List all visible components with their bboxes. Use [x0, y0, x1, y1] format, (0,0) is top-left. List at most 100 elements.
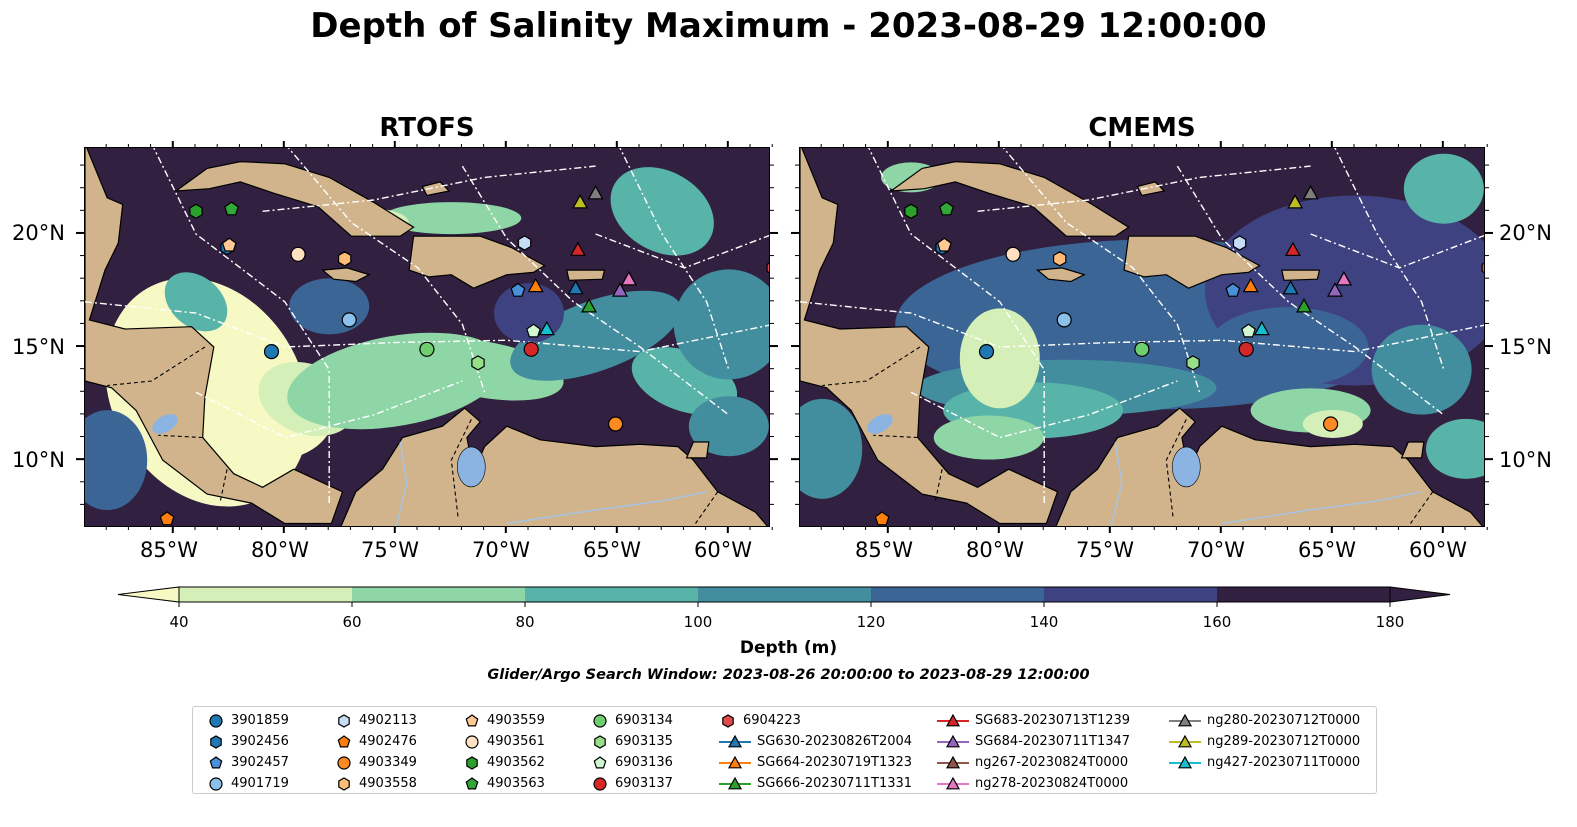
- legend-item: 6903135: [589, 731, 673, 752]
- legend-marker-triangle-icon: [1169, 713, 1201, 726]
- legend-marker-hexagon-icon: [210, 734, 222, 749]
- legend-label: 3901859: [231, 713, 289, 728]
- obs-marker-sg666-20230711t1331: [580, 298, 598, 313]
- land-polygon: [1055, 407, 1484, 526]
- ocean-field-patch: [959, 308, 1040, 409]
- ocean-field-patch: [381, 202, 522, 235]
- legend-marker-circle-icon: [593, 776, 607, 791]
- legend-item: 6903134: [589, 710, 673, 731]
- legend-item: 4903562: [461, 752, 545, 773]
- map-cmems[interactable]: [799, 147, 1485, 527]
- legend-item: 3902457: [205, 752, 289, 773]
- land-polygon: [1400, 441, 1425, 459]
- land-polygon: [173, 160, 415, 237]
- legend-item: ng280-20230712T0000: [1167, 710, 1360, 731]
- legend-marker-circle-icon: [209, 713, 223, 728]
- legend-item: SG684-20230711T1347: [935, 731, 1130, 752]
- obs-marker-ng278-20230824t0000: [620, 270, 637, 286]
- land-polygon: [1123, 235, 1261, 289]
- legend-item: SG664-20230719T1323: [717, 752, 912, 773]
- obs-marker-4903563: [939, 201, 954, 216]
- legend-marker-triangle-icon: [719, 776, 751, 789]
- obs-marker-4901719: [1056, 312, 1072, 328]
- eez-boundary: [910, 380, 1178, 439]
- colorbar-tick-100: 100: [683, 613, 713, 631]
- legend-item: 4902476: [333, 731, 417, 752]
- legend-item: SG630-20230826T2004: [717, 731, 912, 752]
- eez-boundary: [195, 380, 463, 439]
- legend-item: 4902113: [333, 710, 417, 731]
- colorbar-tick-60: 60: [342, 613, 362, 631]
- legend-item: 4903559: [461, 710, 545, 731]
- lat-label-15n-right: 15°N: [1499, 335, 1552, 359]
- legend-marker-triangle-icon: [937, 734, 969, 747]
- eez-boundary: [800, 301, 1484, 353]
- obs-marker-6903137: [1238, 341, 1254, 357]
- colorbar-label: Depth (m): [739, 638, 838, 658]
- country-border: [107, 346, 206, 387]
- ocean-field-patch: [933, 415, 1044, 460]
- country-border: [873, 434, 918, 439]
- panel-title-rtofs: RTOFS: [379, 113, 475, 143]
- lon-label-65w-right: 65°W: [1298, 538, 1356, 562]
- ocean-field-patch: [610, 167, 714, 256]
- legend-label: 6904223: [743, 713, 801, 728]
- colorbar-tick-160: 160: [1202, 613, 1232, 631]
- map-rtofs-canvas: [85, 148, 769, 526]
- obs-marker-ng289-20230712t0000: [1287, 194, 1304, 209]
- legend-marker-hexagon-icon: [338, 776, 350, 791]
- legend-label: 4902113: [359, 713, 417, 728]
- legend-item: ng427-20230711T0000: [1167, 752, 1360, 773]
- country-border: [1165, 419, 1187, 517]
- legend-item: ng278-20230824T0000: [935, 773, 1128, 794]
- legend-item: 4901719: [205, 773, 289, 794]
- colorbar-tick-80: 80: [515, 613, 535, 631]
- legend-item: ng289-20230712T0000: [1167, 731, 1360, 752]
- obs-marker-6903137: [523, 341, 539, 357]
- legend-label: SG630-20230826T2004: [757, 734, 913, 749]
- colorbar-segment: [1217, 587, 1390, 602]
- panel-title-cmems: CMEMS: [1088, 113, 1196, 143]
- legend-label: 4903562: [487, 755, 545, 770]
- colorbar-segment: [179, 587, 352, 602]
- axis-ticks: [76, 141, 1493, 533]
- legend-marker-hexagon-icon: [466, 755, 478, 770]
- lon-label-75w-left: 75°W: [361, 538, 419, 562]
- obs-marker-6903135: [1186, 355, 1200, 371]
- country-border: [450, 419, 472, 517]
- obs-marker-6903134: [419, 341, 435, 357]
- eez-boundary: [977, 165, 1311, 212]
- obs-marker-4903558: [338, 251, 352, 267]
- legend: 3901859 3902456 3902457 4901719 4902113 49024…: [192, 706, 1377, 794]
- legend-item: SG666-20230711T1331: [717, 773, 912, 794]
- legend-marker-triangle-icon: [1169, 755, 1201, 768]
- ocean-field-patch: [800, 398, 863, 499]
- eez-boundary: [153, 148, 330, 506]
- legend-marker-circle-icon: [465, 734, 479, 749]
- legend-item: 3902456: [205, 731, 289, 752]
- country-border: [822, 346, 921, 387]
- lon-label-80w-left: 80°W: [251, 538, 309, 562]
- legend-item: 6904223: [717, 710, 801, 731]
- map-rtofs[interactable]: [84, 147, 770, 527]
- country-border: [158, 434, 203, 439]
- legend-label: 4903558: [359, 776, 417, 791]
- eez-boundary: [1176, 165, 1445, 416]
- colorbar-segment: [352, 587, 525, 602]
- legend-label: 4901719: [231, 776, 289, 791]
- obs-marker-sg630-20230826t2004: [1282, 279, 1299, 295]
- obs-marker-4903562: [189, 203, 203, 219]
- obs-marker-4903559: [221, 237, 237, 252]
- lon-label-70w-left: 70°W: [472, 538, 530, 562]
- legend-marker-pentagon-icon: [337, 734, 351, 748]
- ocean-field-patch: [85, 410, 148, 511]
- obs-marker-4902476: [874, 511, 890, 526]
- lake-maracaibo: [456, 446, 486, 488]
- obs-marker-4902113: [517, 235, 532, 251]
- river: [506, 491, 707, 525]
- land-polygon: [1281, 269, 1321, 281]
- obs-marker-sg664-20230719t1323: [1242, 277, 1259, 293]
- obs-marker-4903561: [290, 246, 306, 262]
- obs-marker-4902113: [1232, 235, 1247, 251]
- legend-label: 3902456: [231, 734, 289, 749]
